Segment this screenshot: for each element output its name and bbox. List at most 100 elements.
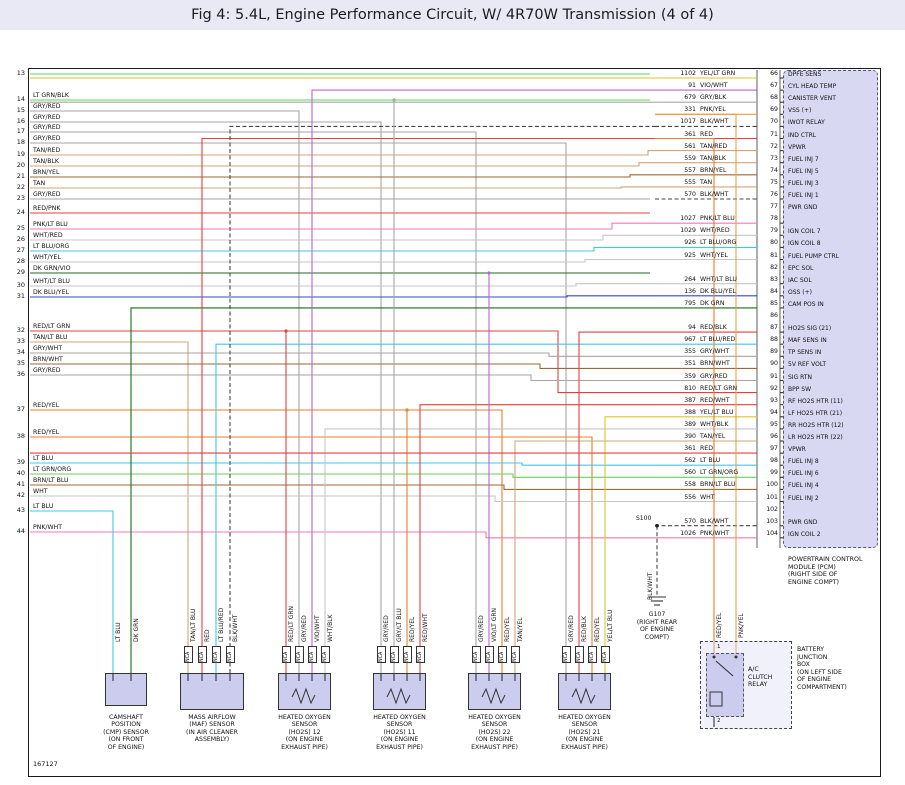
- pin-wire-label: YEL/LT BLU: [607, 609, 614, 642]
- pcm-signal-label: CANISTER VENT: [788, 95, 836, 103]
- pcm-wire-color: RED: [700, 445, 713, 453]
- left-pin-number: 24: [16, 208, 25, 216]
- pcm-wire-number: 561: [684, 142, 696, 150]
- pcm-pin-number: 72: [770, 142, 778, 150]
- component-box-c5: [468, 673, 521, 710]
- pcm-signal-label: IND CTRL: [788, 131, 817, 139]
- pcm-wire-number: 389: [684, 420, 696, 428]
- left-pin-number: 42: [16, 491, 25, 499]
- nca-connector: NCA: [308, 646, 317, 663]
- left-pin-number: 43: [16, 506, 25, 514]
- left-pin-number: 30: [16, 281, 25, 289]
- pcm-pin-number: 70: [770, 118, 778, 126]
- nca-label: NCA: [214, 651, 219, 662]
- left-pin-label: RED/YEL: [33, 429, 60, 436]
- component-box-c4: [373, 673, 426, 710]
- pin-wire-label: RED/BLK: [581, 616, 588, 642]
- pcm-pin-number: 69: [770, 106, 778, 114]
- pcm-signal-label: DPFE SENS: [788, 71, 822, 78]
- pcm-wire-number: 91: [688, 82, 696, 90]
- nca-connector: NCA: [390, 646, 399, 663]
- left-pin-label: GRY/RED: [33, 114, 61, 121]
- pin-wire-label: PNK/YEL: [738, 613, 745, 638]
- nca-connector: NCA: [588, 646, 597, 663]
- pcm-pin-number: 94: [770, 408, 778, 416]
- component-caption: HEATED OXYGEN SENSOR (HO2S) 11 (ON ENGIN…: [373, 714, 426, 751]
- pcm-pin-number: 97: [770, 445, 778, 453]
- pcm-wire-number: 560: [684, 469, 696, 477]
- nca-label: NCA: [577, 651, 582, 662]
- pcm-pin-number: 101: [766, 493, 778, 501]
- pcm-wire-color: DK BLU/YEL: [700, 287, 736, 295]
- nca-label: NCA: [228, 651, 233, 662]
- pcm-wire-color: PNK/YEL: [700, 106, 726, 114]
- pin-wire-label: RED/LT GRN: [288, 606, 295, 642]
- left-pin-number: 27: [16, 246, 25, 254]
- left-pin-number: 33: [16, 337, 25, 345]
- pcm-wire-number: 679: [684, 94, 696, 102]
- pcm-pin-number: 100: [766, 481, 778, 489]
- left-pin-label: GRY/WHT: [33, 345, 63, 352]
- nca-connector: NCA: [511, 646, 520, 663]
- nca-label: NCA: [200, 651, 205, 662]
- left-pin-number: 37: [16, 405, 25, 413]
- pcm-wire-number: 557: [684, 166, 696, 174]
- pcm-pin-number: 83: [770, 275, 778, 283]
- nca-connector: NCA: [198, 646, 207, 663]
- pcm-wire-color: TAN: [700, 178, 713, 186]
- pin-wire-label: GRY/LT BLU: [396, 608, 403, 642]
- pcm-pin-number: 71: [770, 130, 778, 138]
- pin-wire-label: VIO/LT GRN: [491, 607, 498, 642]
- pcm-wire-number: 355: [684, 348, 696, 356]
- pcm-wire-number: 264: [684, 275, 696, 283]
- left-pin-number: 15: [16, 106, 25, 114]
- left-pin-number: 18: [16, 138, 25, 146]
- left-pin-number: 31: [16, 292, 25, 300]
- nca-label: NCA: [323, 651, 328, 662]
- pcm-wire-number: 136: [684, 287, 696, 295]
- pcm-wire-color: GRY/BLK: [700, 94, 727, 102]
- pcm-pin-number: 77: [770, 203, 778, 211]
- left-pin-label: TAN/RED: [33, 147, 61, 154]
- left-pin-number: 38: [16, 432, 25, 440]
- nca-label: NCA: [487, 651, 492, 662]
- relay-label: A/C CLUTCH RELAY: [748, 666, 773, 688]
- pcm-wire-color: BRN/LT BLU: [700, 481, 736, 489]
- pcm-signal-label: FUEL INJ 4: [788, 482, 819, 490]
- nca-label: NCA: [513, 651, 518, 662]
- pcm-caption: POWERTRAIN CONTROL MODULE (PCM) (RIGHT S…: [788, 556, 863, 586]
- pcm-signal-label: LR HO2S HTR (22): [788, 434, 843, 441]
- pcm-wire-number: 556: [684, 493, 696, 501]
- pcm-signal-label: CYL HEAD TEMP: [788, 83, 837, 91]
- pcm-signal-label: MAF SENS IN: [788, 337, 827, 345]
- left-pin-label: BRN/YEL: [33, 169, 60, 176]
- pcm-wire-color: TAN/BLK: [700, 154, 726, 162]
- pcm-signal-label: IGN COIL 8: [788, 240, 821, 248]
- pcm-signal-label: TP SENS IN: [788, 349, 822, 357]
- pcm-signal-label: IGN COIL 2: [788, 530, 821, 538]
- pcm-wire-number: 1029: [680, 227, 696, 235]
- pcm-pin-number: 103: [766, 517, 778, 525]
- component-caption: HEATED OXYGEN SENSOR (HO2S) 22 (ON ENGIN…: [468, 714, 521, 751]
- left-pin-label: RED/YEL: [33, 402, 60, 409]
- nca-label: NCA: [418, 651, 423, 662]
- pcm-signal-label: VPWR: [788, 143, 806, 151]
- pcm-pin-number: 99: [770, 469, 778, 477]
- pcm-wire-color: VIO/WHT: [700, 82, 728, 90]
- pcm-pin-number: 95: [770, 420, 778, 428]
- nca-connector: NCA: [321, 646, 330, 663]
- pcm-signal-label: PWR GND: [788, 518, 818, 526]
- pcm-wire-number: 361: [684, 130, 696, 138]
- pcm-pin-number: 102: [766, 505, 778, 513]
- left-pin-label: TAN: [33, 180, 46, 187]
- component-caption: CAMSHAFT POSITION (CMP) SENSOR (ON FRONT…: [103, 714, 149, 751]
- nca-label: NCA: [186, 651, 191, 662]
- nca-label: NCA: [474, 651, 479, 662]
- pcm-pin-number: 80: [770, 239, 778, 247]
- pcm-pin-number: 96: [770, 433, 778, 440]
- pcm-wire-number: 388: [684, 408, 696, 416]
- pcm-wire-number: 570: [684, 191, 696, 198]
- pcm-signal-label: FUEL INJ 2: [788, 494, 819, 502]
- pcm-pin-number: 98: [770, 457, 778, 465]
- pcm-pin-number: 68: [770, 94, 778, 102]
